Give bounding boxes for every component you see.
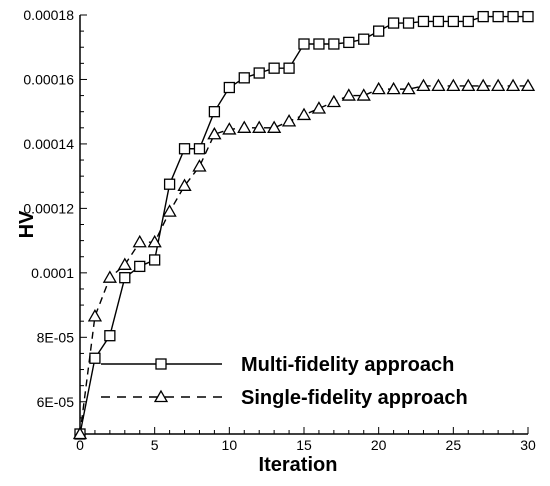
square-marker [492, 10, 504, 23]
square-marker [432, 15, 445, 28]
triangle-marker [117, 257, 132, 270]
y-tick-label: 0.00016 [23, 71, 74, 87]
triangle-marker [520, 78, 536, 92]
square-marker [223, 81, 235, 94]
x-axis-title: Iteration [259, 454, 338, 476]
square-marker [373, 25, 385, 37]
triangle-marker [386, 81, 401, 95]
triangle-marker [281, 114, 297, 127]
triangle-marker [222, 122, 237, 135]
axes-layer: 0 5 10 15 20 25 30 6E-05 8E-05 0.0001 0.00012 0.000… [23, 7, 536, 453]
x-tick-label: 5 [151, 437, 159, 453]
x-tick-label: 0 [76, 437, 84, 453]
series-layer [72, 10, 536, 440]
square-marker [208, 106, 221, 118]
y-tick-label: 8E-05 [37, 329, 75, 345]
y-tick-label: 0.0001 [31, 265, 74, 281]
y-axis-title: HV [16, 210, 38, 238]
triangle-marker [267, 120, 282, 133]
triangle-marker [87, 309, 103, 322]
series-square [74, 10, 534, 440]
y-tick-label: 0.00014 [23, 136, 74, 152]
series-line [79, 85, 528, 435]
square-marker [119, 272, 131, 284]
triangle-marker [371, 81, 386, 95]
triangle-marker [207, 126, 222, 140]
triangle-marker [401, 81, 416, 95]
triangle-marker [505, 78, 521, 92]
triangle-marker [252, 120, 267, 133]
triangle-marker [132, 234, 147, 248]
square-marker [178, 143, 191, 155]
triangle-marker [102, 270, 117, 283]
y-tick-label: 6E-05 [37, 394, 75, 410]
triangle-marker [356, 88, 371, 101]
x-tick-label: 25 [446, 437, 462, 453]
triangle-marker [296, 107, 312, 121]
square-marker [387, 17, 400, 29]
square-marker [283, 62, 295, 74]
x-tick-label: 20 [371, 437, 387, 453]
x-tick-label: 15 [296, 437, 312, 453]
square-marker [447, 15, 459, 28]
square-marker [358, 33, 370, 45]
triangle-marker [162, 204, 177, 217]
square-marker [462, 15, 474, 28]
triangle-marker [416, 78, 431, 92]
square-marker [134, 260, 146, 273]
x-tick-label: 10 [222, 437, 238, 453]
legend-label: Single-fidelity approach [241, 387, 468, 409]
square-marker [313, 38, 325, 50]
square-marker [328, 38, 340, 50]
square-marker [268, 62, 280, 74]
triangle-marker [72, 426, 88, 440]
triangle-marker [311, 101, 327, 114]
series-triangle [72, 78, 536, 440]
triangle-marker [431, 78, 446, 92]
square-marker [163, 178, 176, 190]
square-marker [193, 143, 206, 155]
square-marker [298, 38, 310, 50]
triangle-marker [341, 88, 356, 101]
legend-triangle-marker [153, 389, 169, 403]
square-marker [343, 36, 355, 49]
x-tick-label: 30 [520, 437, 536, 453]
square-marker [89, 352, 101, 364]
triangle-marker [491, 78, 506, 92]
square-marker [238, 72, 250, 84]
legend-entry: Multi-fidelity approach [101, 354, 454, 376]
legend-square-marker [155, 358, 167, 370]
triangle-marker [446, 78, 461, 92]
triangle-marker [177, 178, 192, 191]
square-marker [253, 67, 265, 79]
square-marker [417, 15, 430, 28]
square-marker [477, 10, 489, 23]
legend-label: Multi-fidelity approach [241, 354, 454, 376]
y-tick-label: 0.00018 [23, 7, 74, 23]
triangle-marker [147, 234, 162, 248]
square-marker [402, 17, 415, 29]
triangle-marker [461, 78, 476, 92]
triangle-marker [237, 120, 252, 133]
square-marker [149, 254, 161, 266]
y-tick-label: 0.00012 [23, 200, 74, 216]
triangle-marker [326, 94, 341, 108]
square-marker [104, 330, 116, 342]
triangle-marker [192, 159, 207, 172]
square-marker [522, 10, 534, 23]
legend: Multi-fidelity approach Single-fidelity a… [101, 354, 468, 409]
triangle-marker [476, 78, 491, 92]
square-marker [507, 10, 519, 23]
legend-entry: Single-fidelity approach [101, 387, 468, 409]
